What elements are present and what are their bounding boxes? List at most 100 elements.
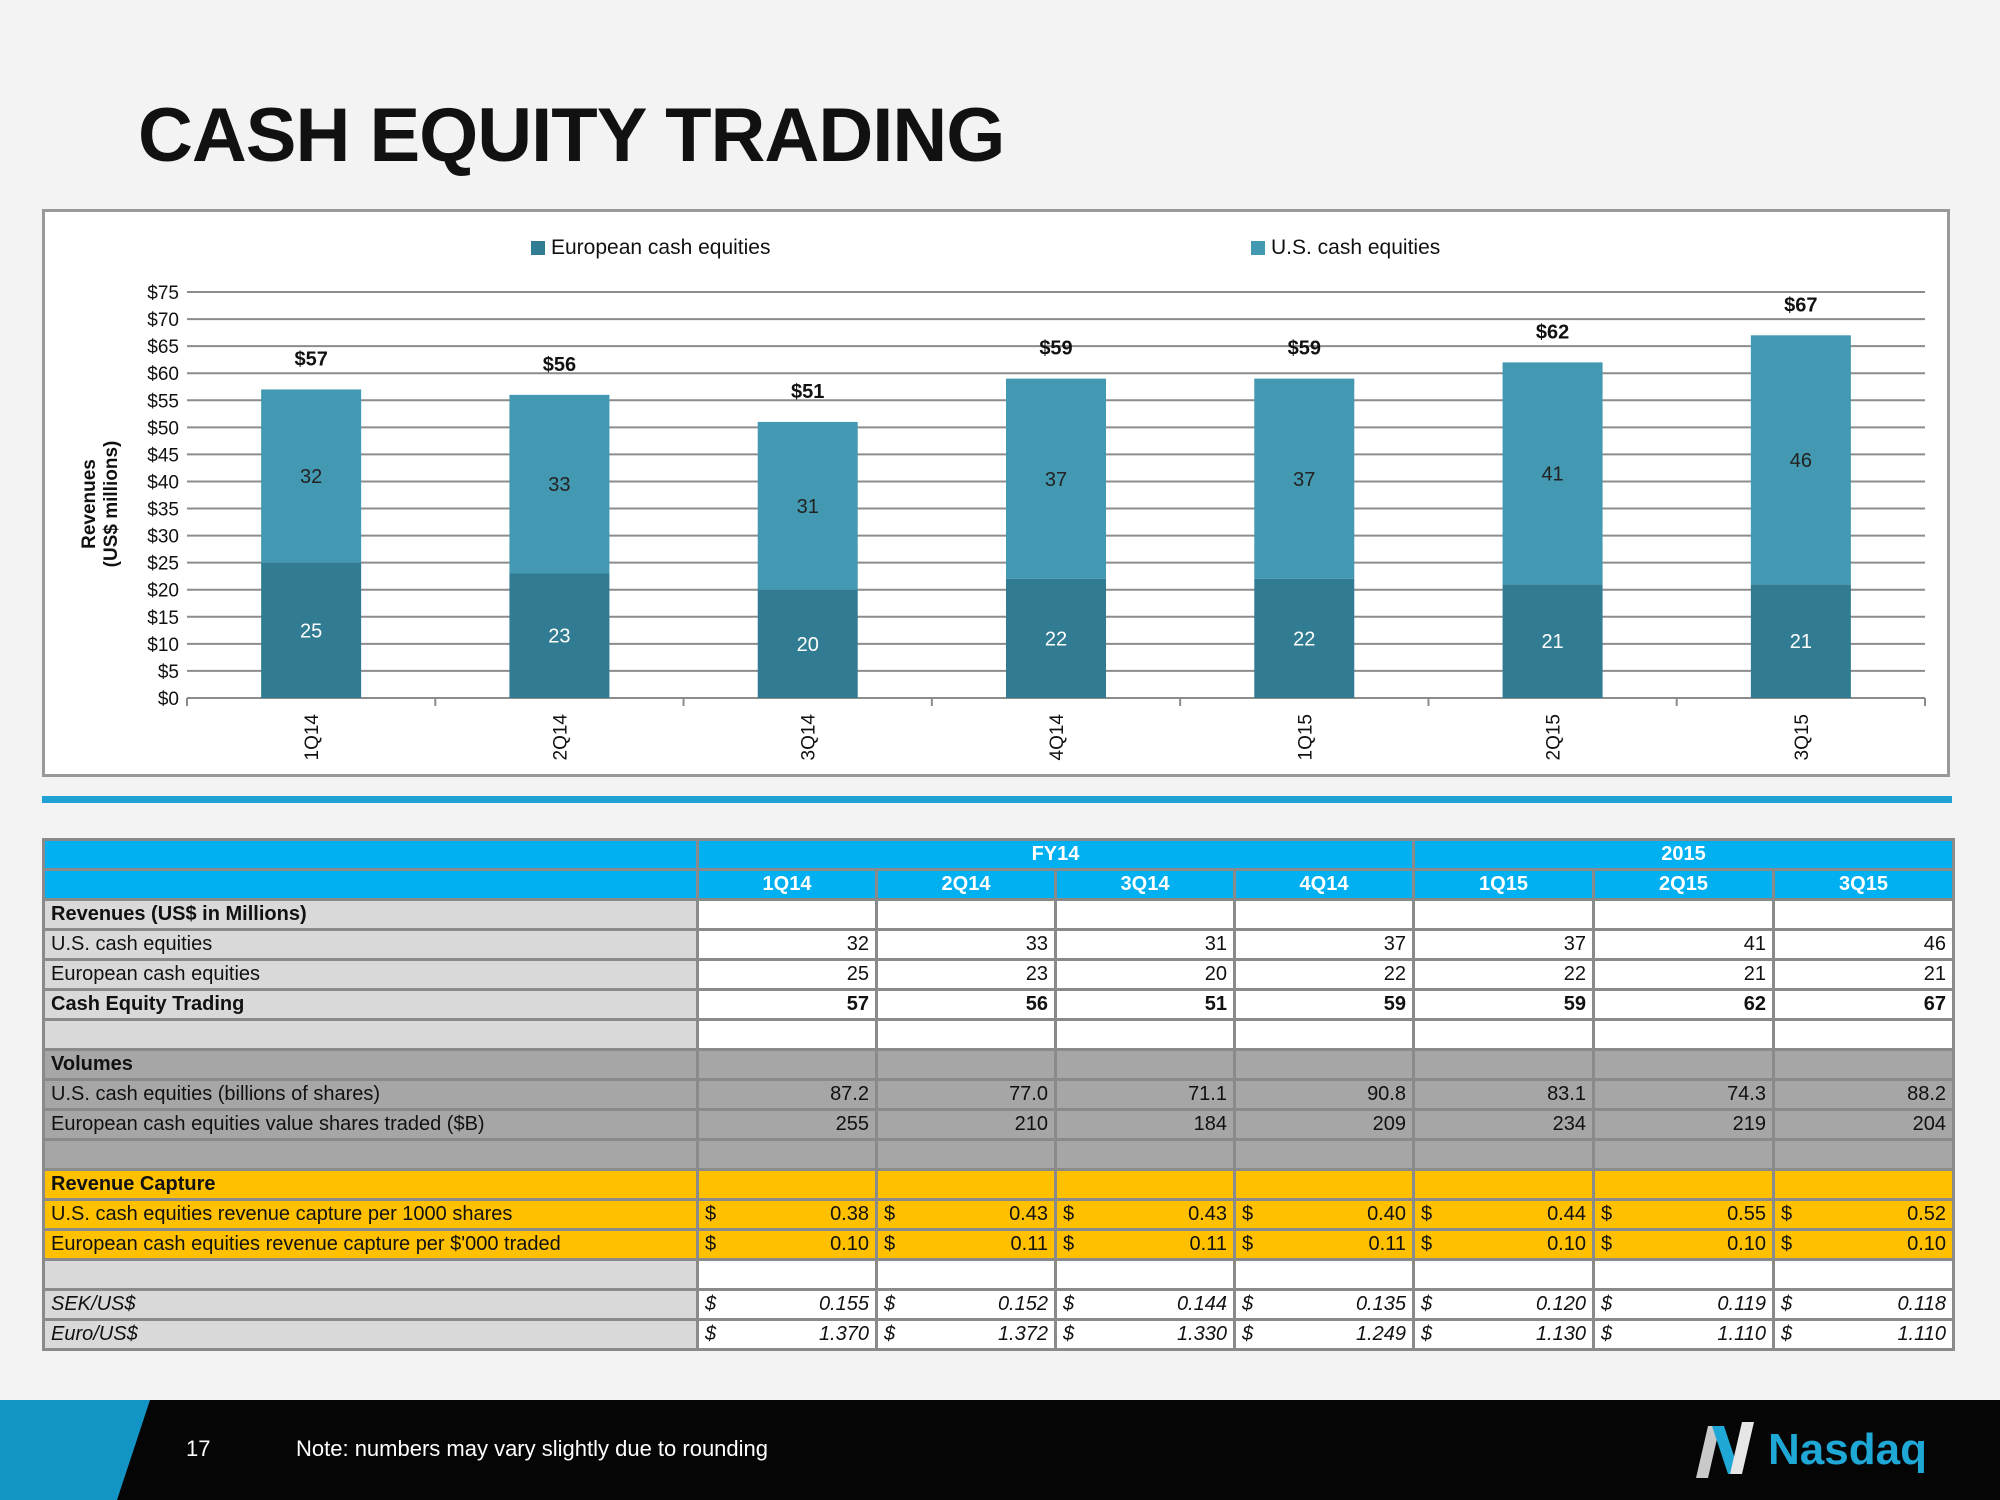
cell-value: 0.135 <box>1355 1293 1406 1315</box>
spacer-cell <box>1412 1018 1595 1051</box>
value-cell: 255 <box>696 1108 878 1141</box>
value-cell: $0.55 <box>1592 1198 1775 1231</box>
currency-symbol: $ <box>1063 1323 1075 1345</box>
value-cell: 74.3 <box>1592 1078 1775 1111</box>
value-cell: $0.10 <box>1771 1228 1956 1261</box>
nasdaq-logo: Nasdaq <box>1690 1418 1927 1482</box>
currency-symbol: $ <box>705 1293 717 1315</box>
cell-value: 0.152 <box>997 1293 1048 1315</box>
y-tick-label: $50 <box>147 418 179 439</box>
value-cell: $0.10 <box>1592 1228 1775 1261</box>
value-cell: 90.8 <box>1233 1078 1415 1111</box>
y-tick-label: $30 <box>147 527 179 548</box>
currency-symbol: $ <box>1421 1203 1433 1225</box>
x-category-label: 4Q14 <box>1047 714 1068 761</box>
bar-data-label: 41 <box>1541 463 1563 485</box>
spacer-cell <box>696 1258 878 1291</box>
value-cell: $0.11 <box>1233 1228 1415 1261</box>
value-cell: 37 <box>1233 928 1415 961</box>
value-cell: $0.52 <box>1771 1198 1956 1231</box>
value-cell: $0.119 <box>1592 1288 1775 1321</box>
currency-symbol: $ <box>1421 1233 1433 1255</box>
cell-value: 0.43 <box>1188 1203 1227 1225</box>
legend-swatch-european <box>531 241 545 255</box>
y-tick-label: $65 <box>147 337 179 358</box>
spacer-row <box>42 1138 1956 1171</box>
cell-value: 0.43 <box>1009 1203 1048 1225</box>
bar-total-label: $51 <box>791 381 824 403</box>
spacer-row <box>42 1018 1956 1051</box>
x-category-label: 2Q15 <box>1544 714 1565 760</box>
y-tick-label: $0 <box>158 689 179 710</box>
currency-symbol: $ <box>1781 1323 1793 1345</box>
capture-section-row: Revenue Capture <box>42 1168 1956 1201</box>
empty-cell <box>1592 898 1775 931</box>
bar-data-label: 31 <box>797 496 819 518</box>
empty-cell <box>875 898 1057 931</box>
bar-segment <box>757 421 858 590</box>
y-axis-title-line: Revenues <box>79 459 100 549</box>
value-cell: 87.2 <box>696 1078 878 1111</box>
currency-symbol: $ <box>705 1203 717 1225</box>
legend-swatch-us <box>1251 241 1265 255</box>
legend-label-us: U.S. cash equities <box>1271 236 1441 259</box>
y-tick-label: $60 <box>147 364 179 385</box>
value-cell: 37 <box>1412 928 1595 961</box>
cell-value: 1.372 <box>997 1323 1048 1345</box>
row-label: Cash Equity Trading <box>42 988 699 1021</box>
bar-data-label: 37 <box>1045 469 1067 491</box>
fiscal-year-header-row: FY14 2015 <box>42 838 1956 871</box>
cell-value: 1.330 <box>1176 1323 1227 1345</box>
row-label: European cash equities value shares trad… <box>42 1108 699 1141</box>
currency-symbol: $ <box>1601 1293 1613 1315</box>
header-blank-cell <box>42 838 699 871</box>
table-row: Euro/US$ $1.370 $1.372 $1.330 $1.249 $1.130 $1… <box>42 1318 1956 1351</box>
bar-data-label: 20 <box>797 634 819 656</box>
value-cell: 22 <box>1412 958 1595 991</box>
empty-cell <box>696 1168 878 1201</box>
bar-data-label: 46 <box>1790 450 1812 472</box>
spacer-cell <box>696 1138 878 1171</box>
empty-cell <box>1592 1168 1775 1201</box>
bar-data-label: 37 <box>1293 469 1315 491</box>
quarter-header-row: 1Q14 2Q14 3Q14 4Q14 1Q15 2Q15 3Q15 <box>42 868 1956 901</box>
value-cell: 204 <box>1771 1108 1956 1141</box>
row-label: SEK/US$ <box>42 1288 699 1321</box>
currency-symbol: $ <box>1242 1323 1254 1345</box>
spacer-cell <box>1054 1018 1236 1051</box>
y-tick-label: $15 <box>147 608 179 629</box>
value-cell: 77.0 <box>875 1078 1057 1111</box>
value-cell: $0.155 <box>696 1288 878 1321</box>
value-cell: $1.130 <box>1412 1318 1595 1351</box>
value-cell: $1.110 <box>1592 1318 1775 1351</box>
value-cell: $0.38 <box>696 1198 878 1231</box>
bar-total-label: $59 <box>1039 338 1072 360</box>
cell-value: 0.119 <box>1717 1293 1766 1315</box>
spacer-cell <box>875 1018 1057 1051</box>
table-row: European cash equities 25 23 20 22 22 21 21 <box>42 958 1956 991</box>
value-cell: 21 <box>1771 958 1956 991</box>
nasdaq-logo-text: Nasdaq <box>1768 1425 1927 1474</box>
bar-total-label: $57 <box>294 348 327 370</box>
row-label: European cash equities revenue capture p… <box>42 1228 699 1261</box>
value-cell: $0.10 <box>696 1228 878 1261</box>
currency-symbol: $ <box>1063 1293 1075 1315</box>
value-cell: 59 <box>1233 988 1415 1021</box>
bar-segment <box>757 589 858 698</box>
quarter-header: 3Q15 <box>1771 868 1956 901</box>
bar-data-label: 21 <box>1790 631 1812 653</box>
currency-symbol: $ <box>1421 1293 1433 1315</box>
currency-symbol: $ <box>884 1323 896 1345</box>
row-label: U.S. cash equities <box>42 928 699 961</box>
empty-cell <box>696 898 878 931</box>
bar-segment <box>261 562 362 698</box>
quarter-header: 3Q14 <box>1054 868 1236 901</box>
spacer-cell <box>1412 1258 1595 1291</box>
empty-cell <box>1233 1168 1415 1201</box>
spacer-cell <box>875 1258 1057 1291</box>
table-row: SEK/US$ $0.155 $0.152 $0.144 $0.135 $0.120 $0.… <box>42 1288 1956 1321</box>
bar-segment <box>1750 584 1851 698</box>
legend-item-us: U.S. cash equities <box>1251 236 1440 260</box>
currency-symbol: $ <box>1421 1323 1433 1345</box>
currency-symbol: $ <box>1781 1293 1793 1315</box>
